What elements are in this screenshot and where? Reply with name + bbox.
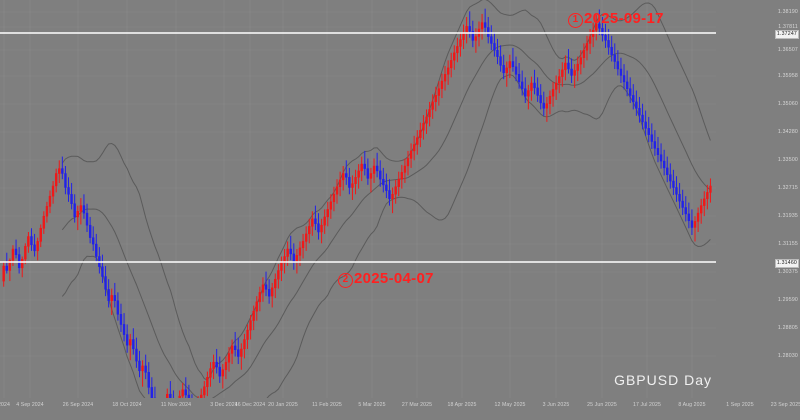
symbol-label: GBPUSD Day	[614, 372, 712, 388]
price-tick: 1.31935	[777, 213, 798, 219]
date-tick: 16 Dec 2024	[234, 402, 266, 408]
price-axis[interactable]: 1.38190 1.37811 1.37247 1.36507 1.35958 1.350…	[716, 0, 800, 398]
date-tick: 2024	[0, 402, 10, 408]
price-tick: 1.28030	[777, 353, 798, 359]
price-tick: 1.31155	[778, 241, 798, 247]
price-tick-current[interactable]: 1.37247	[774, 30, 799, 39]
annotation-text: 2025-09-17	[584, 10, 664, 27]
price-tick: 1.37811	[778, 24, 798, 30]
price-tick: 1.35060	[777, 101, 798, 107]
annotation-marker-icon: 2	[338, 273, 353, 288]
date-tick: 8 Aug 2025	[678, 402, 706, 408]
price-tick: 1.36507	[777, 47, 798, 53]
chart-annotation: 2 2025-04-07	[338, 270, 434, 288]
price-tick: 1.35958	[777, 73, 798, 79]
price-tick: 1.38190	[777, 9, 798, 15]
date-tick: 4 Sep 2024	[16, 402, 44, 408]
price-tick: 1.33500	[777, 157, 798, 163]
date-axis: 2024 4 Sep 2024 26 Sep 2024 18 Oct 2024 11 N…	[0, 398, 800, 420]
date-tick: 1 Sep 2025	[726, 402, 754, 408]
date-tick: 17 Jul 2025	[633, 402, 661, 408]
date-tick: 26 Sep 2024	[62, 402, 94, 408]
date-tick: 12 May 2025	[494, 402, 526, 408]
date-tick: 11 Nov 2024	[160, 402, 192, 408]
candlestick-svg	[0, 0, 716, 398]
annotation-text: 2025-04-07	[354, 270, 434, 287]
chart-annotation: 1 2025-09-17	[568, 10, 664, 28]
price-tick: 1.29590	[777, 297, 798, 303]
date-tick: 18 Apr 2025	[447, 402, 477, 408]
date-tick: 23 Sep 2025	[770, 402, 800, 408]
price-tick: 1.30375	[777, 269, 798, 275]
date-tick: 27 Mar 2025	[401, 402, 433, 408]
date-tick: 18 Oct 2024	[112, 402, 142, 408]
price-tick: 1.28805	[777, 325, 798, 331]
price-tick: 1.32715	[777, 185, 798, 191]
chart-plot-area[interactable]	[0, 0, 716, 398]
date-tick: 3 Jun 2025	[542, 402, 570, 408]
date-tick: 11 Feb 2025	[312, 402, 342, 408]
date-tick: 3 Dec 2024	[210, 402, 238, 408]
annotation-marker-icon: 1	[568, 13, 583, 28]
price-tick: 1.34280	[777, 129, 798, 135]
date-tick: 20 Jan 2025	[268, 402, 298, 408]
date-tick: 5 Mar 2025	[358, 402, 386, 408]
date-tick: 25 Jun 2025	[587, 402, 617, 408]
price-tick-current[interactable]: 1.31460	[774, 259, 799, 268]
